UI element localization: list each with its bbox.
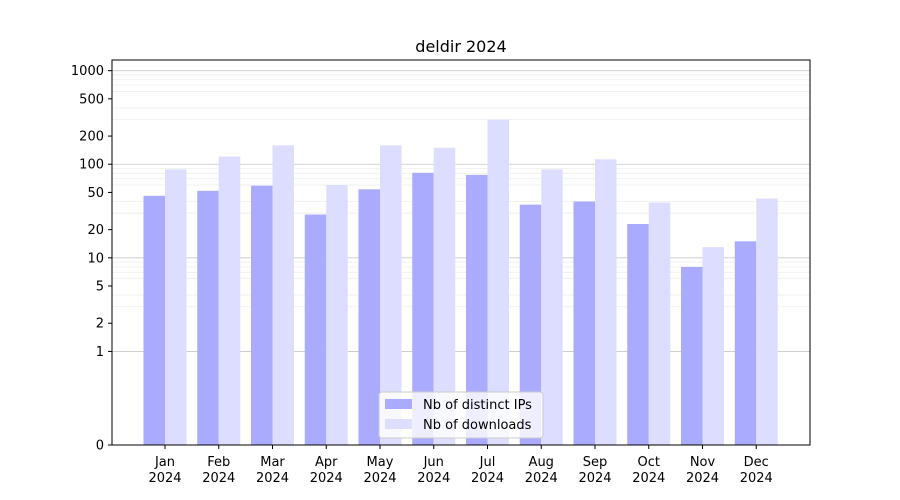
bar-downloads-jul	[487, 119, 509, 446]
x-tick-label-month: Mar	[260, 455, 285, 470]
x-tick-label-year: 2024	[417, 471, 450, 486]
plot-frame	[111, 59, 811, 446]
legend-swatch	[385, 399, 412, 409]
bar-downloads-oct	[648, 202, 671, 445]
y-axis: 0 1 2 5 10 20 50 100 200 500 1000	[71, 64, 112, 454]
bar-distinct-ips-feb	[197, 190, 219, 445]
legend-box	[378, 391, 544, 439]
y-tick-label: 1000	[71, 64, 104, 79]
x-tick-label-month: Apr	[315, 455, 338, 470]
legend-swatch	[385, 419, 412, 429]
bar-distinct-ips-apr	[304, 214, 327, 445]
y-tick-label: 50	[87, 186, 104, 201]
bar-distinct-ips-jun	[412, 172, 434, 445]
x-tick-label-year: 2024	[632, 471, 665, 486]
x-tick-label-month: Oct	[638, 455, 660, 470]
x-tick-label-year: 2024	[525, 471, 558, 486]
bar-downloads-feb	[218, 156, 241, 446]
x-tick-label-year: 2024	[578, 471, 611, 486]
y-tick-label: 5	[96, 280, 104, 295]
y-tick-label: 20	[87, 223, 104, 238]
x-tick-label-month: Aug	[529, 455, 554, 470]
x-tick-label-year: 2024	[471, 471, 504, 486]
y-tick-label: 500	[79, 92, 104, 107]
y-tick-label: 0	[96, 439, 104, 454]
y-tick-label: 2	[96, 317, 104, 332]
bar-distinct-ips-mar	[251, 185, 273, 446]
x-tick-label-year: 2024	[310, 471, 343, 486]
bar-downloads-nov	[702, 247, 724, 445]
x-tick-label-month: Nov	[690, 455, 716, 470]
bar-downloads-apr	[326, 185, 348, 445]
legend-label: Nb of downloads	[423, 418, 532, 433]
y-tick-label: 100	[79, 158, 104, 173]
x-tick-label-year: 2024	[148, 471, 181, 486]
x-tick-label-month: Jul	[479, 455, 496, 470]
bar-downloads-mar	[272, 145, 294, 445]
bars	[143, 119, 778, 446]
chart-title: deldir 2024	[415, 37, 506, 56]
bar-downloads-dec	[756, 198, 778, 445]
x-tick-label-year: 2024	[202, 471, 235, 486]
x-tick-label-year: 2024	[256, 471, 289, 486]
y-tick-label: 1	[96, 345, 104, 360]
x-tick-label-year: 2024	[686, 471, 719, 486]
x-tick-label-month: Sep	[583, 455, 608, 470]
y-tick-label: 200	[79, 130, 104, 145]
x-axis: Jan2024Feb2024Mar2024Apr2024May2024Jun20…	[148, 445, 773, 486]
bar-distinct-ips-sep	[573, 201, 595, 445]
bar-downloads-aug	[541, 169, 563, 446]
x-tick-label-month: May	[367, 455, 394, 470]
x-tick-label-year: 2024	[363, 471, 396, 486]
bar-distinct-ips-nov	[681, 266, 703, 445]
x-tick-label-month: Feb	[207, 455, 230, 470]
bar-downloads-jun	[433, 147, 456, 445]
bar-distinct-ips-dec	[734, 241, 757, 445]
bar-downloads-may	[380, 145, 402, 445]
bar-downloads-sep	[595, 159, 617, 446]
bar-distinct-ips-jul	[466, 174, 488, 445]
legend: Nb of distinct IPs Nb of downloads	[378, 391, 544, 439]
bar-downloads-jan	[165, 169, 187, 446]
bar-distinct-ips-may	[358, 189, 380, 445]
bar-distinct-ips-aug	[519, 204, 542, 445]
legend-label: Nb of distinct IPs	[423, 398, 532, 413]
x-tick-label-year: 2024	[740, 471, 773, 486]
bar-distinct-ips-oct	[627, 223, 649, 445]
x-tick-label-month: Jan	[154, 455, 175, 470]
x-tick-label-month: Jun	[423, 455, 444, 470]
x-tick-label-month: Dec	[744, 455, 769, 470]
y-tick-label: 10	[87, 251, 104, 266]
bar-distinct-ips-jan	[143, 195, 165, 445]
